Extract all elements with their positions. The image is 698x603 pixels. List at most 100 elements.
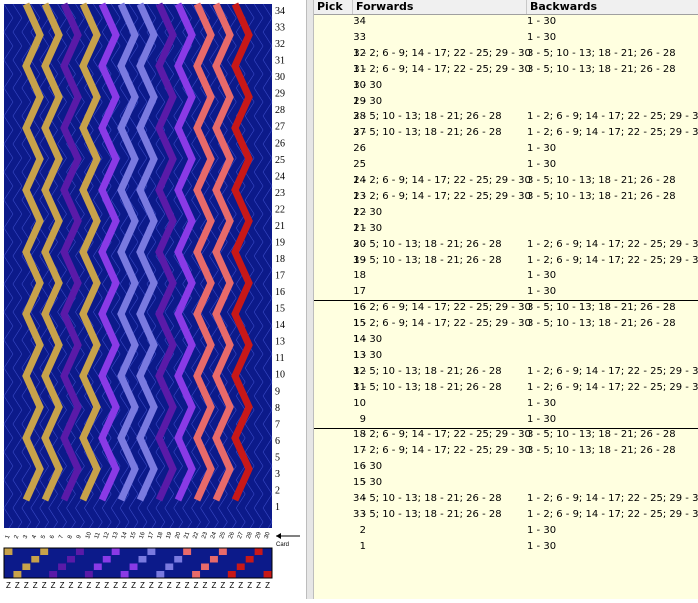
thread-line — [3, 367, 14, 383]
threading-cell — [254, 556, 263, 563]
thread-line — [244, 297, 255, 313]
thread-line — [119, 213, 130, 229]
thread-line — [253, 171, 264, 187]
thread-line — [57, 3, 67, 19]
pick-number-label: 22 — [275, 204, 285, 215]
backwards-cell: 1 - 30 — [527, 524, 557, 536]
table-row[interactable]: 23 1 - 2; 6 - 9; 14 - 17; 22 - 25; 29 - 3… — [314, 189, 698, 205]
thread-line — [57, 143, 67, 159]
table-row[interactable]: 12 3 - 5; 10 - 13; 18 - 21; 26 - 28 1 - 2;… — [314, 364, 698, 380]
thread-line — [155, 507, 166, 523]
thread-line — [253, 451, 264, 467]
thread-line — [39, 353, 49, 369]
forwards-cell — [353, 141, 523, 157]
thread-line — [39, 465, 49, 481]
table-row[interactable]: 16 1 - 2; 6 - 9; 14 - 17; 22 - 25; 29 - 3… — [314, 300, 698, 316]
threading-cell — [227, 563, 236, 570]
table-row[interactable]: 34 1 - 30 — [314, 14, 698, 30]
table-row[interactable]: 19 3 - 5; 10 - 13; 18 - 21; 26 - 28 1 - 2;… — [314, 253, 698, 269]
thread-line — [155, 87, 166, 103]
thread-line — [84, 87, 94, 103]
thread-line — [182, 507, 192, 523]
table-row[interactable]: 31 1 - 2; 6 - 9; 14 - 17; 22 - 25; 29 - 3… — [314, 62, 698, 78]
threading-cell — [40, 548, 49, 555]
threading-cell — [263, 556, 272, 563]
forwards-column-header[interactable]: Forwards — [353, 0, 527, 14]
table-row[interactable]: 14 1 - 30 — [314, 332, 698, 348]
thread-line — [262, 297, 273, 313]
table-row[interactable]: 1 1 - 30 — [314, 539, 698, 555]
threading-cell — [174, 563, 183, 570]
thread-line — [262, 157, 273, 173]
table-row[interactable]: 15 1 - 2; 6 - 9; 14 - 17; 22 - 25; 29 - 3… — [314, 316, 698, 332]
card-number: 20 — [174, 531, 182, 540]
thread-line — [262, 227, 273, 243]
panel-splitter[interactable] — [306, 0, 314, 599]
thread-line — [93, 199, 103, 215]
thread-line — [102, 465, 112, 481]
table-row[interactable]: 17 1 - 30 — [314, 284, 698, 300]
thread-line — [253, 395, 264, 411]
thread-line — [102, 451, 112, 467]
threading-direction: Z — [256, 581, 261, 590]
pick-cell: 2 — [359, 524, 366, 536]
backwards-column-header[interactable]: Backwards — [530, 0, 598, 13]
pick-number-label: 18 — [275, 254, 285, 265]
thread-line — [110, 297, 121, 313]
forwards-cell: 3 - 5; 10 - 13; 18 - 21; 26 - 28 — [353, 111, 502, 123]
table-row[interactable]: 27 3 - 5; 10 - 13; 18 - 21; 26 - 28 1 - 2;… — [314, 125, 698, 141]
thread-line — [209, 45, 219, 61]
thread-line — [12, 87, 23, 103]
thread-line — [3, 311, 14, 327]
thread-line — [12, 437, 23, 453]
table-row[interactable]: 2 1 - 30 — [314, 523, 698, 539]
table-row[interactable]: 28 3 - 5; 10 - 13; 18 - 21; 26 - 28 1 - 2;… — [314, 109, 698, 125]
threading-cell — [254, 571, 263, 578]
pick-column-header[interactable]: Pick — [314, 0, 353, 14]
thread-line — [21, 269, 32, 285]
threading-cell — [84, 571, 93, 578]
thread-line — [253, 269, 264, 285]
threading-cell — [218, 563, 227, 570]
thread-line — [39, 451, 49, 467]
threading-cell — [201, 548, 209, 555]
table-row[interactable]: 18 1 - 30 — [314, 268, 698, 284]
pick-number-label: 6 — [275, 436, 280, 447]
thread-line — [262, 465, 273, 481]
thread-line — [75, 409, 85, 425]
thread-line — [30, 59, 40, 75]
thread-line — [12, 395, 23, 411]
table-row[interactable]: 20 3 - 5; 10 - 13; 18 - 21; 26 - 28 1 - 2;… — [314, 237, 698, 253]
table-row[interactable]: 29 1 - 30 — [314, 94, 698, 110]
pick-number-label: 9 — [275, 386, 280, 397]
thread-line — [12, 185, 23, 201]
table-row[interactable]: 9 1 - 30 — [314, 412, 698, 428]
thread-line — [173, 17, 183, 33]
backwards-cell — [527, 475, 698, 491]
pick-number-label: 26 — [275, 138, 285, 149]
table-row[interactable]: 21 1 - 30 — [314, 221, 698, 237]
table-row[interactable]: 32 1 - 2; 6 - 9; 14 - 17; 22 - 25; 29 - 3… — [314, 46, 698, 62]
table-row[interactable]: 10 1 - 30 — [314, 396, 698, 412]
thread-line — [57, 451, 67, 467]
table-row[interactable]: 22 1 - 30 — [314, 205, 698, 221]
thread-line — [253, 45, 264, 61]
thread-line — [155, 157, 166, 173]
table-row[interactable]: 24 1 - 2; 6 - 9; 14 - 17; 22 - 25; 29 - 3… — [314, 173, 698, 189]
table-row[interactable]: 33 1 - 30 — [314, 30, 698, 46]
thread-line — [21, 87, 32, 103]
pattern-stripe — [155, 2, 177, 502]
table-row[interactable]: 13 1 - 30 — [314, 348, 698, 364]
table-row[interactable]: 11 3 - 5; 10 - 13; 18 - 21; 26 - 28 1 - 2;… — [314, 380, 698, 396]
threading-cell — [84, 563, 93, 570]
table-row[interactable]: 30 1 - 30 — [314, 78, 698, 94]
table-row[interactable]: 25 1 - 30 — [314, 157, 698, 173]
table-row[interactable]: 26 1 - 30 — [314, 141, 698, 157]
threading-direction: Z — [229, 581, 234, 590]
